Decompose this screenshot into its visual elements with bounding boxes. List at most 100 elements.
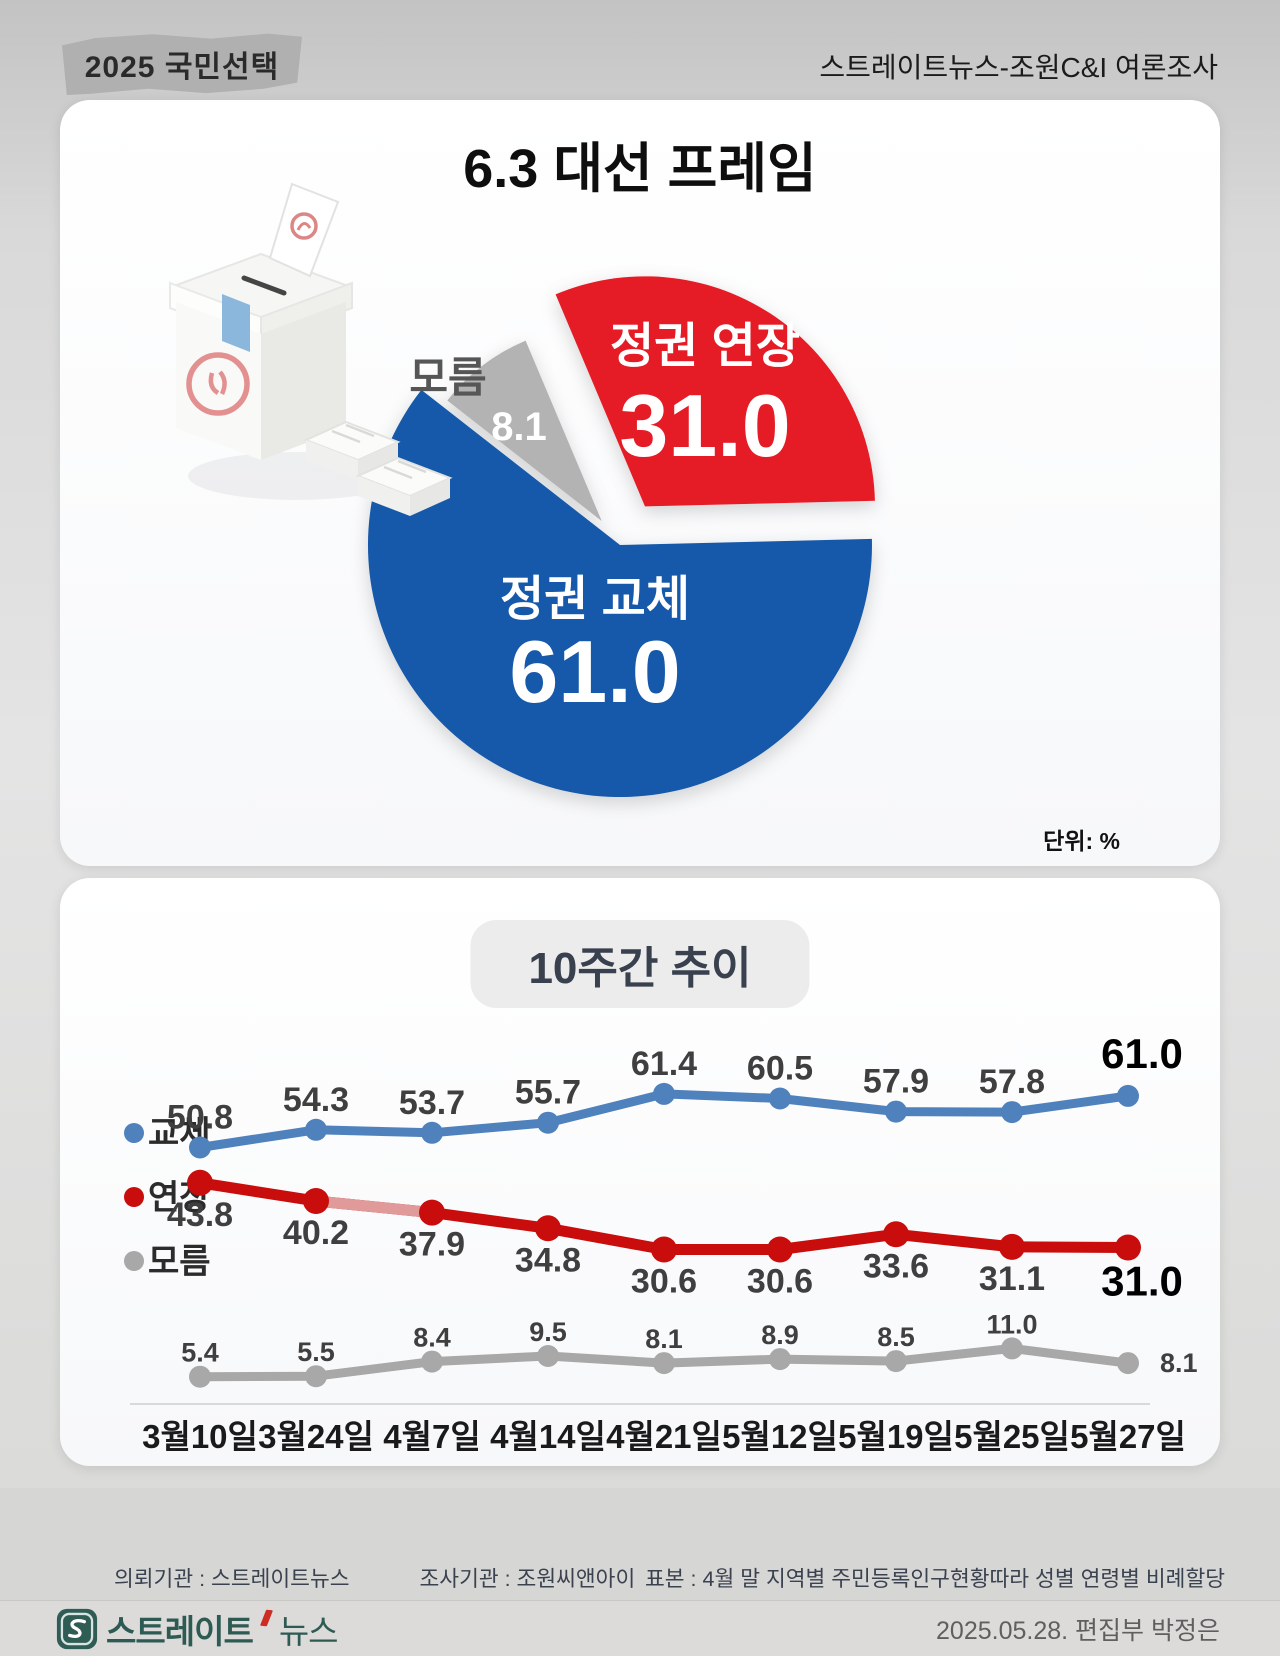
trend-point-0-4	[653, 1082, 675, 1105]
trend-value-label-1-5: 30.6	[747, 1263, 813, 1301]
legend-label-2: 모름	[148, 1243, 211, 1281]
legend-dot-0	[124, 1123, 144, 1143]
trend-value-label-0-3: 55.7	[515, 1074, 581, 1112]
x-tick-label-0: 3월10일	[142, 1418, 258, 1455]
x-tick-label-8: 5월27일	[1070, 1418, 1186, 1455]
trend-value-label-1-2: 37.9	[399, 1226, 465, 1264]
pie-label-name-1: 정권 연장	[610, 320, 800, 373]
trend-point-0-8	[1117, 1084, 1139, 1107]
methodology-section: 의뢰기관 : 스트레이트뉴스 조사기관 : 조원씨앤아이 기간과 대상 : 20…	[0, 1488, 1280, 1600]
ballot-blue-tape	[222, 294, 250, 352]
pie-slice-1	[555, 276, 875, 507]
trend-value-label-2-1: 5.5	[297, 1337, 335, 1367]
straight-news-logo-icon	[56, 1608, 98, 1650]
trend-point-1-5	[767, 1236, 793, 1263]
frame-card: 6.3 대선 프레임	[60, 100, 1220, 866]
trend-value-label-0-2: 53.7	[399, 1084, 465, 1122]
trend-value-label-1-8: 31.0	[1101, 1258, 1183, 1305]
trend-value-label-0-5: 60.5	[747, 1050, 813, 1088]
trend-value-label-2-6: 8.5	[877, 1322, 915, 1352]
x-tick-label-1: 3월24일	[258, 1418, 374, 1455]
ballot-body-right	[261, 302, 346, 460]
ballot-paper-stack	[355, 456, 453, 516]
trend-point-1-8	[1115, 1234, 1141, 1261]
trend-point-2-4	[653, 1352, 675, 1375]
trend-title: 10주간 추이	[470, 920, 810, 1008]
pie-slice-0	[367, 389, 872, 798]
brand-accent-tick	[259, 1609, 273, 1627]
trend-value-label-0-4: 61.4	[631, 1045, 697, 1083]
trend-value-label-0-8: 61.0	[1101, 1030, 1183, 1077]
x-tick-label-5: 5월12일	[722, 1418, 838, 1455]
edition-badge-label: 2025 국민선택	[84, 51, 280, 84]
pie-label-value-1: 31.0	[619, 376, 790, 475]
trend-point-0-2	[421, 1121, 443, 1144]
trend-value-label-2-0: 5.4	[181, 1338, 219, 1368]
trend-value-label-2-8: 8.1	[1160, 1348, 1198, 1378]
trend-point-2-8	[1117, 1352, 1139, 1375]
trend-point-2-0	[189, 1365, 211, 1388]
legend-dot-2	[124, 1251, 144, 1271]
trend-point-2-3	[537, 1345, 559, 1367]
trend-point-1-2	[419, 1199, 445, 1226]
ballot-box-illustration	[169, 182, 453, 516]
trend-point-1-0	[187, 1169, 213, 1196]
unit-label: 단위: %	[1043, 828, 1120, 854]
trend-point-1-6	[883, 1221, 909, 1248]
credit-label: 2025.05.28. 편집부 박정은	[936, 1617, 1220, 1645]
page-title: 6.3 대선 프레임	[463, 139, 817, 199]
trend-point-0-1	[305, 1118, 327, 1141]
trend-point-0-3	[537, 1111, 559, 1134]
pie-label-name-0: 정권 교체	[500, 573, 690, 626]
methodology-line: 의뢰기관 : 스트레이트뉴스 조사기관 : 조원씨앤아이	[114, 1563, 670, 1596]
pie-label-value-2: 8.1	[491, 405, 547, 449]
trend-value-label-1-3: 34.8	[515, 1241, 581, 1279]
trend-point-1-1	[303, 1188, 329, 1214]
straight-news-logo: 스트레이트 뉴스	[56, 1605, 339, 1653]
trend-point-2-5	[769, 1348, 791, 1371]
x-tick-label-6: 5월19일	[838, 1418, 954, 1455]
trend-value-label-2-7: 11.0	[986, 1309, 1037, 1339]
bottom-bar: 스트레이트 뉴스 2025.05.28. 편집부 박정은	[0, 1600, 1280, 1656]
pie-slices-group	[367, 276, 875, 798]
trend-value-label-0-1: 54.3	[283, 1081, 349, 1119]
trend-value-label-0-6: 57.9	[863, 1063, 929, 1101]
trend-point-2-7	[1001, 1337, 1023, 1360]
pie-label-name-2: 모름	[409, 354, 486, 401]
brand-name-bold: 스트레이트	[106, 1613, 254, 1650]
trend-point-2-6	[885, 1350, 907, 1373]
poll-source-label: 스트레이트뉴스-조원C&I 여론조사	[819, 52, 1218, 83]
trend-point-2-2	[421, 1350, 443, 1373]
trend-line-faded-1	[315, 1195, 433, 1219]
pie-label-value-0: 61.0	[509, 622, 680, 721]
trend-value-label-2-2: 8.4	[413, 1323, 451, 1353]
legend-dot-1	[124, 1187, 144, 1207]
x-tick-label-3: 4월14일	[490, 1418, 606, 1455]
x-tick-label-4: 4월21일	[606, 1418, 722, 1455]
client-label: 의뢰기관 : 스트레이트뉴스	[114, 1567, 350, 1591]
sample-label: 표본 : 4월 말 지역별 주민등록인구현황따라 성별 연령별 비례할당	[645, 1567, 1226, 1591]
trend-point-0-5	[769, 1087, 791, 1110]
trend-chart-svg: 3월10일 3월24일 4월7일 4월14일 4월21일 5월12일 5월19일 5월25일 5…	[124, 1030, 1198, 1455]
x-tick-label-7: 5월25일	[954, 1418, 1070, 1455]
trend-point-1-3	[535, 1215, 561, 1242]
trend-value-label-1-1: 40.2	[283, 1214, 349, 1252]
trend-value-label-2-3: 9.5	[529, 1317, 567, 1347]
pie-slice-2	[447, 340, 602, 522]
brand-name-rest: 뉴스	[278, 1613, 339, 1650]
ballot-stamp-small-mark	[296, 222, 312, 231]
trend-point-0-7	[1001, 1101, 1023, 1124]
ballot-paper	[268, 182, 340, 278]
trend-point-0-0	[189, 1136, 211, 1159]
trend-value-label-2-4: 8.1	[645, 1324, 683, 1354]
methodology-right-column: 표본 : 4월 말 지역별 주민등록인구현황따라 성별 연령별 비례할당 표본오…	[645, 1497, 1225, 1656]
x-tick-label-2: 4월7일	[383, 1418, 480, 1455]
trend-value-label-1-6: 33.6	[863, 1247, 929, 1285]
trend-point-2-1	[305, 1365, 327, 1388]
trend-value-label-0-0: 50.8	[167, 1099, 233, 1137]
methodology-left-column: 의뢰기관 : 스트레이트뉴스 조사기관 : 조원씨앤아이 기간과 대상 : 20…	[114, 1497, 670, 1656]
trend-card: 10주간 추이 3월10일 3월24일 4월7일 4월14일 4월21일 5월12일 5월1…	[60, 878, 1220, 1466]
